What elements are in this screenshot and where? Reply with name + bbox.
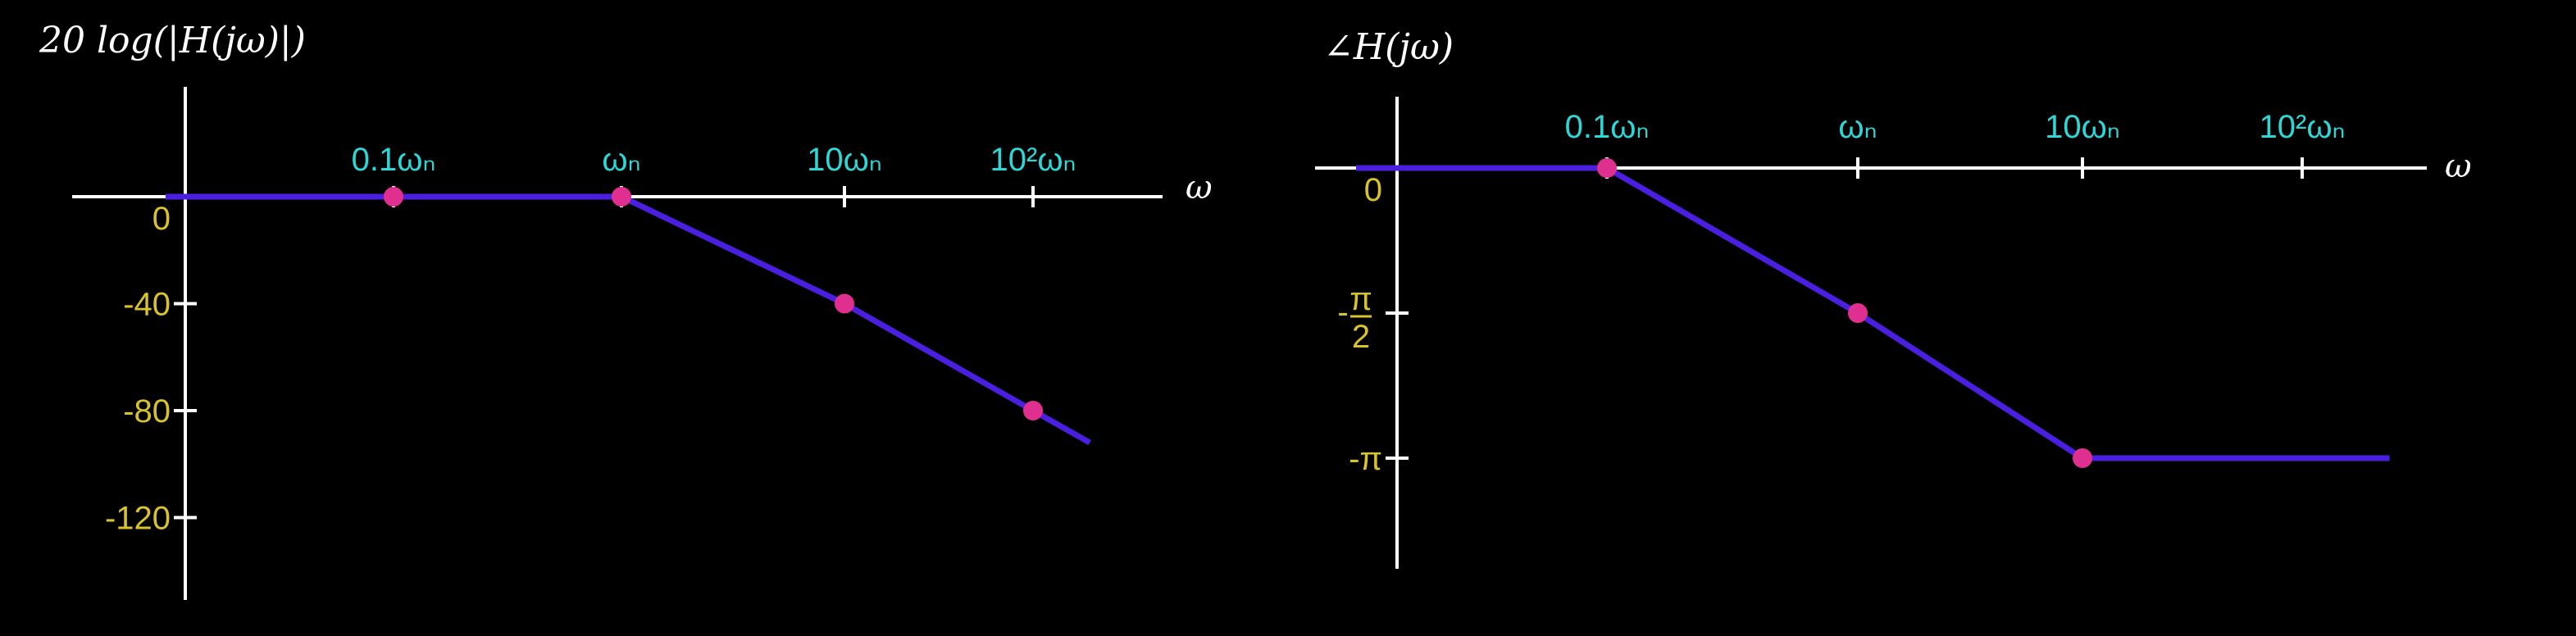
x-tick-label: 10²ωₙ (2260, 109, 2346, 145)
y-tick-label: 0 (1364, 172, 1382, 208)
y-tick-label-denominator: 2 (1352, 319, 1370, 355)
x-tick-label: 0.1ωₙ (352, 142, 436, 178)
data-point-marker (1848, 303, 1868, 324)
data-point-marker (384, 187, 403, 207)
series-line (1356, 165, 2390, 461)
x-tick-label: 10ωₙ (2045, 109, 2120, 145)
x-tick-label: 0.1ωₙ (1565, 109, 1650, 145)
magnitude-x-axis-label: ω (1186, 169, 1213, 207)
x-tick-label: 10²ωₙ (990, 142, 1076, 178)
data-point-marker (612, 187, 631, 207)
phase-title: ∠H(jω) (1323, 26, 1454, 68)
y-tick-label: 0 (152, 201, 171, 237)
y-tick-label: -80 (123, 393, 171, 429)
phase-x-axis-label: ω (2445, 148, 2472, 185)
magnitude-title: 20 log(|H(jω)|) (39, 20, 306, 61)
y-tick-label-sign: - (1337, 294, 1348, 330)
data-point-marker (2073, 448, 2092, 469)
data-point-marker (1023, 401, 1043, 420)
data-point-marker (835, 293, 854, 314)
y-tick-label: -120 (105, 501, 171, 537)
x-tick-label: ωₙ (1838, 109, 1877, 145)
data-point-marker (1597, 158, 1617, 178)
x-tick-label: ωₙ (602, 142, 640, 178)
y-tick-label: -π (1349, 441, 1382, 477)
y-tick-label: -40 (123, 287, 171, 323)
x-tick-label: 10ωₙ (807, 142, 882, 178)
magnitude-plot: 20 log(|H(jω)|) ω 0.1ωₙ ωₙ 10ωₙ 10²ωₙ 0 -40 -8… (39, 20, 1213, 600)
series-line (166, 193, 1091, 446)
y-tick-label-numerator: π (1349, 281, 1372, 317)
